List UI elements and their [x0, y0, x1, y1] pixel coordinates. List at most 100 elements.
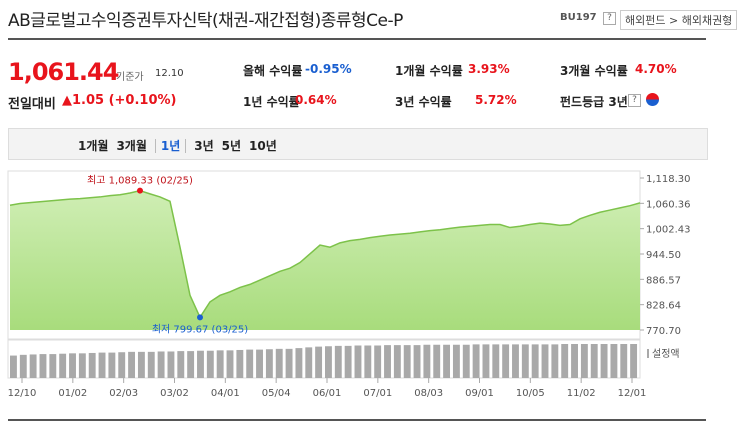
help-icon[interactable]: ?: [628, 94, 641, 107]
return-value: -0.95%: [305, 62, 352, 76]
aum-bar: [78, 353, 86, 378]
aum-bar: [325, 346, 332, 378]
return-label: 올해 수익률: [243, 64, 303, 78]
aum-bar: [344, 345, 352, 378]
aum-bar: [334, 345, 342, 378]
aum-bar: [610, 344, 618, 378]
aum-bar: [187, 351, 195, 378]
aum-bar: [393, 345, 401, 378]
aum-bar: [452, 344, 460, 378]
divider: [8, 38, 706, 40]
return-value: 0.64%: [295, 93, 337, 107]
aum-bar: [462, 344, 470, 378]
y-tick-label: 1,118.30: [646, 174, 691, 185]
aum-bar: [88, 352, 96, 378]
aum-bar: [236, 349, 244, 378]
x-tick-label: 09/01: [465, 388, 494, 399]
aum-bar: [226, 350, 234, 378]
return-value: 3.93%: [468, 62, 510, 76]
return-label: 1개월 수익률: [395, 64, 463, 78]
x-tick-label: 05/04: [262, 388, 291, 399]
aum-bar: [137, 351, 145, 378]
aum-bar: [630, 344, 638, 378]
x-tick-label: 03/02: [160, 388, 189, 399]
aum-bar: [285, 348, 293, 378]
aum-bar: [423, 344, 431, 378]
x-tick-label: 11/02: [567, 388, 596, 399]
y-tick-label: 886.57: [646, 275, 681, 286]
x-tick-label: 06/01: [313, 388, 342, 399]
return-label: 3개월 수익률: [560, 64, 628, 78]
period-tab[interactable]: 3개월: [116, 139, 147, 153]
aum-bar: [118, 352, 126, 378]
breadcrumb-item[interactable]: 해외채권형: [681, 14, 733, 27]
volume-frame: [7, 339, 641, 379]
aum-bar: [433, 344, 441, 378]
y-tick-label: 944.50: [646, 250, 681, 261]
x-tick-label: 04/01: [211, 388, 240, 399]
aum-bar: [502, 344, 510, 378]
aum-bar: [590, 344, 598, 378]
y-tick-label: 828.64: [646, 301, 681, 312]
aum-bar: [492, 344, 500, 378]
area: [10, 190, 640, 330]
aum-bar: [216, 350, 224, 378]
aum-bar: [443, 344, 451, 378]
help-icon[interactable]: ?: [603, 12, 616, 25]
fund-title: AB글로벌고수익증권투자신탁(채권-재간접형)종류형Ce-P: [8, 11, 403, 31]
tab-bar: [8, 128, 708, 160]
aum-bar: [472, 344, 480, 378]
grade-label: 펀드등급 3년: [560, 95, 628, 109]
aum-bar: [29, 354, 37, 378]
x-tick-label: 12/01: [618, 388, 647, 399]
y-tick-label: 1,002.43: [646, 225, 691, 236]
grade-icon: [646, 93, 659, 106]
price-date: 12.10: [155, 68, 184, 79]
aum-bar: [69, 353, 76, 378]
y-tick-label: 770.70: [646, 326, 681, 337]
aum-bar: [177, 351, 185, 378]
low-point: [197, 314, 203, 321]
breadcrumb-item[interactable]: 해외펀드: [625, 14, 666, 27]
price-label: 기준가: [116, 72, 144, 83]
aum-bar: [482, 344, 490, 378]
aum-bar: [147, 351, 155, 378]
aum-bar: [59, 353, 67, 378]
period-tab[interactable]: 5년: [221, 139, 242, 153]
legend-label: 설정액: [652, 348, 680, 360]
aum-bar: [315, 346, 323, 378]
period-tab[interactable]: 1년: [154, 139, 187, 153]
aum-bar: [49, 354, 57, 378]
aum-bar: [246, 349, 254, 378]
aum-bar: [571, 344, 578, 378]
x-tick-label: 10/05: [516, 388, 545, 399]
x-tick-label: 01/02: [58, 388, 87, 399]
aum-bar: [10, 355, 17, 378]
aum-bar: [295, 348, 303, 378]
aum-bar: [19, 354, 27, 378]
aum-bar: [580, 344, 588, 378]
y-tick-label: 1,060.36: [646, 199, 691, 210]
aum-bar: [157, 351, 165, 378]
fund-code: BU197: [560, 12, 597, 23]
aum-bar: [206, 350, 214, 378]
legend-swatch: [647, 349, 649, 358]
price-line: [9, 189, 641, 319]
aum-bar: [512, 344, 519, 378]
breadcrumb: 해외펀드 > 해외채권형: [620, 10, 738, 30]
aum-bar: [167, 351, 175, 378]
aum-bar: [561, 344, 569, 378]
period-tab[interactable]: 10년: [249, 139, 277, 153]
aum-bar: [275, 348, 283, 378]
aum-bar: [108, 352, 116, 378]
return-value: 5.72%: [475, 93, 517, 107]
change-label: 전일대비: [8, 97, 56, 112]
aum-bar: [551, 344, 559, 378]
aum-bar: [128, 351, 136, 378]
period-tab[interactable]: 3년: [194, 139, 214, 153]
aum-bar: [413, 345, 421, 378]
x-tick-label: 08/03: [414, 388, 443, 399]
chart: 1,118.30 1,060.36 1,002.43 944.50 886.57 828.…: [7, 170, 706, 421]
change: ▲1.05 (+0.10%): [62, 93, 177, 108]
period-tab[interactable]: 1개월: [78, 139, 109, 153]
